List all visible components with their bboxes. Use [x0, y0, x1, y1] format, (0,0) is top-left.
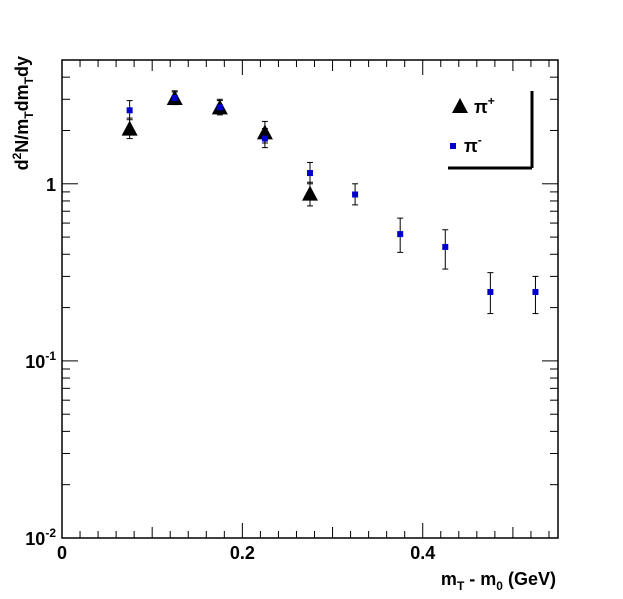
y-axis-title: d2N/mTdmTdy — [10, 56, 36, 170]
pi-minus-marker — [352, 191, 359, 198]
legend-square-marker — [450, 143, 456, 149]
pi-minus-marker — [532, 288, 539, 295]
legend-pi-minus-base: π — [464, 136, 478, 156]
pi-minus-marker — [487, 288, 494, 295]
axis-title-part: - m — [464, 569, 496, 589]
pi-minus-marker — [261, 135, 268, 142]
plot-frame — [61, 59, 559, 539]
axis-title-part: N/m — [12, 119, 32, 153]
y-tick-label: 10-1 — [25, 349, 56, 372]
y-tick-label-exp: -1 — [45, 349, 56, 363]
legend-label-pi-plus: π+ — [474, 94, 495, 117]
pi-minus-marker — [442, 243, 449, 250]
legend-pi-plus-base: π — [474, 97, 488, 117]
legend: π+ π- — [448, 91, 534, 170]
y-major-ticks — [62, 183, 558, 539]
legend-pi-plus-sup: + — [488, 94, 495, 108]
axis-title-part: dm — [12, 84, 32, 111]
y-tick-label-base: 1 — [46, 175, 56, 195]
legend-triangle-marker — [452, 98, 468, 113]
y-tick-label-exp: -2 — [45, 526, 56, 540]
y-tick-label-base: 10 — [25, 352, 45, 372]
axis-title-part: (GeV) — [503, 569, 556, 589]
x-major-ticks — [61, 60, 424, 538]
legend-label-pi-minus: π- — [464, 133, 482, 156]
pi-plus-marker — [256, 124, 273, 140]
axis-title-part: 0 — [496, 579, 503, 593]
axis-title-part: T — [22, 111, 36, 119]
pi-minus-marker — [307, 170, 313, 177]
pi-plus-marker — [121, 120, 138, 136]
y-tick-label-base: 10 — [25, 529, 45, 549]
axis-title-part: T — [22, 76, 36, 84]
x-tick-label: 0.4 — [410, 543, 435, 563]
y-tick-labels: 10-210-11 — [25, 175, 56, 549]
pi-minus-marker — [397, 231, 404, 238]
legend-pi-minus-sup: - — [478, 133, 482, 147]
axis-title-part: 2 — [10, 152, 24, 159]
pi-minus-marker — [126, 107, 133, 114]
x-axis-title: mT - m0 (GeV) — [441, 569, 556, 593]
y-tick-label: 10-2 — [25, 526, 56, 549]
x-minor-ticks — [79, 60, 550, 538]
data-markers — [121, 90, 539, 295]
axis-title-part: dy — [12, 56, 32, 77]
pi-minus-marker — [171, 95, 178, 102]
pi-minus-marker — [216, 104, 223, 111]
axis-title-part: d — [12, 159, 32, 170]
axis-title-part: m — [441, 569, 457, 589]
y-minor-ticks — [62, 59, 558, 486]
pi-plus-marker — [302, 185, 318, 201]
x-tick-label: 0 — [57, 543, 67, 563]
x-tick-label: 0.2 — [230, 543, 255, 563]
y-tick-label: 1 — [46, 175, 56, 195]
x-tick-labels: 0 0.2 0.4 — [57, 543, 435, 563]
axis-title-part: T — [457, 579, 465, 593]
